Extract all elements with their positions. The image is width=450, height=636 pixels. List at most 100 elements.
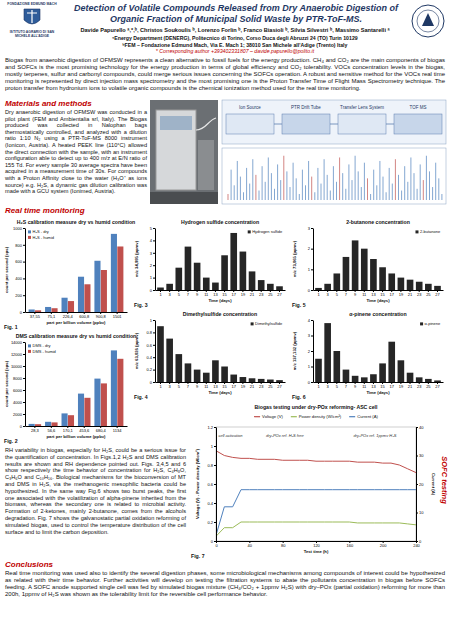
bar bbox=[407, 373, 414, 382]
spectrum-peak bbox=[274, 189, 275, 200]
tick-label: 28,3 bbox=[31, 428, 40, 433]
tick-mark bbox=[23, 295, 25, 296]
spectrum-peak bbox=[438, 178, 439, 200]
tick: 0.8 bbox=[207, 463, 216, 468]
tick: 1 bbox=[308, 364, 313, 369]
tick: 120 bbox=[313, 541, 320, 548]
plot: 0200040006000800010000120001400028,356,6… bbox=[11, 340, 128, 433]
legend-label: α-pinene bbox=[425, 321, 441, 326]
spectrum-peak bbox=[420, 164, 421, 200]
tick-label: 14000 bbox=[11, 340, 23, 345]
tick: 25 bbox=[426, 382, 431, 389]
logo-ring bbox=[417, 10, 439, 32]
spectrum-peak bbox=[255, 175, 256, 200]
bar bbox=[101, 383, 107, 426]
bar bbox=[434, 286, 441, 290]
tick: 800 bbox=[15, 243, 25, 248]
tick-label: 27 bbox=[277, 292, 282, 297]
spectrum-peak bbox=[407, 182, 408, 200]
tick: 21 bbox=[408, 290, 413, 297]
tick-label: 9 bbox=[196, 384, 199, 389]
spectrum-peak bbox=[330, 191, 331, 200]
tick-label: 9 bbox=[354, 292, 357, 297]
spectrum-peak bbox=[290, 187, 291, 200]
bar bbox=[416, 282, 423, 290]
spectrum-peak bbox=[252, 159, 253, 200]
tick-mark bbox=[214, 522, 216, 523]
tick: 27 bbox=[435, 290, 440, 297]
tick-mark bbox=[311, 228, 313, 229]
bar bbox=[117, 359, 123, 426]
spectrum-peak bbox=[417, 189, 418, 200]
abstract: Biogas from anaerobic digestion of OFMSW… bbox=[5, 57, 445, 92]
spectrum-peak bbox=[389, 168, 390, 200]
legend-item: α-pinene bbox=[420, 321, 441, 326]
tick-label: 120 bbox=[313, 543, 320, 548]
tick: 19 bbox=[241, 382, 246, 389]
annotation: dry-POx ref. 1ppmv H₂S bbox=[354, 433, 397, 438]
bars bbox=[315, 323, 441, 382]
bar bbox=[333, 273, 340, 290]
tick-label: 1 bbox=[150, 275, 153, 280]
axis-title: part per billion volume (ppbv) bbox=[47, 320, 106, 325]
spectrum-peak bbox=[265, 182, 266, 200]
tick: 900,8 bbox=[96, 312, 107, 319]
tick: 7 bbox=[187, 382, 190, 389]
tick-label: 15 bbox=[222, 292, 227, 297]
figure-caption: Fig. 4 bbox=[134, 394, 148, 400]
tick-mark bbox=[416, 484, 418, 485]
tick-label: 3 bbox=[169, 292, 172, 297]
diagram-label: Ion Source bbox=[239, 105, 261, 110]
tick-label: 40 bbox=[419, 425, 424, 430]
tick-label: 15 bbox=[380, 384, 385, 389]
spectrum-peak bbox=[395, 159, 396, 200]
figure-caption: Fig. 7 bbox=[191, 553, 205, 559]
bar bbox=[343, 257, 350, 290]
tick-mark bbox=[23, 354, 25, 355]
legend-label: 2-butanone bbox=[420, 229, 441, 234]
tick-label: 25 bbox=[426, 384, 431, 389]
bar bbox=[62, 413, 68, 426]
tick-mark bbox=[23, 312, 25, 313]
bar bbox=[230, 233, 237, 290]
section-text: Dry anaerobic digestion of OFMSW was con… bbox=[5, 109, 147, 195]
spectrum-peak bbox=[386, 192, 387, 200]
tick: 28,3 bbox=[31, 426, 40, 433]
bar bbox=[240, 377, 247, 382]
tick-label: 17 bbox=[232, 384, 237, 389]
legend: H₂S - dryH₂S - humid bbox=[28, 229, 54, 240]
tick: 2 bbox=[150, 263, 155, 268]
bar bbox=[111, 350, 117, 426]
tick-label: 3 bbox=[327, 384, 330, 389]
tick-label: 80 bbox=[281, 543, 286, 548]
chart-title: Biogas testing under dry-POx reforming- … bbox=[255, 404, 378, 410]
bar bbox=[35, 424, 41, 426]
tick-mark bbox=[23, 402, 25, 403]
tick-label: 21 bbox=[250, 384, 255, 389]
spectrum-peak bbox=[376, 185, 377, 200]
bar bbox=[94, 261, 100, 312]
tick-label: 25 bbox=[268, 384, 273, 389]
x-axis: 13579111315171921232527 bbox=[156, 382, 286, 389]
tick-label: 3 bbox=[169, 384, 172, 389]
tick-label: 25 bbox=[268, 292, 273, 297]
tick: 23 bbox=[259, 382, 264, 389]
tick: 15 bbox=[222, 290, 227, 297]
legend: Dimethylsulfide bbox=[251, 321, 283, 326]
tick-label: 23 bbox=[259, 292, 264, 297]
tick-label: 400 bbox=[15, 276, 22, 281]
legend: DMS - dryDMS - humid bbox=[28, 343, 56, 354]
y-axis: 02004006008001000 bbox=[13, 226, 25, 315]
diagram-label: Transfer Lens System bbox=[340, 105, 384, 110]
legend-swatch bbox=[349, 416, 355, 417]
tick-label: 30 bbox=[419, 453, 424, 458]
bar bbox=[62, 298, 68, 312]
x-axis: 37,5575,1226,4600,8900,81501 bbox=[26, 312, 128, 319]
tick-label: 11 bbox=[204, 292, 209, 297]
tick-label: 0 bbox=[20, 310, 23, 315]
tick-mark bbox=[153, 320, 155, 321]
annotation: dry-POx ref. H₂S free bbox=[266, 433, 305, 438]
legend: Hydrogen sulfide bbox=[248, 229, 283, 234]
tick: 0 bbox=[150, 288, 155, 293]
tick-label: 21 bbox=[408, 292, 413, 297]
